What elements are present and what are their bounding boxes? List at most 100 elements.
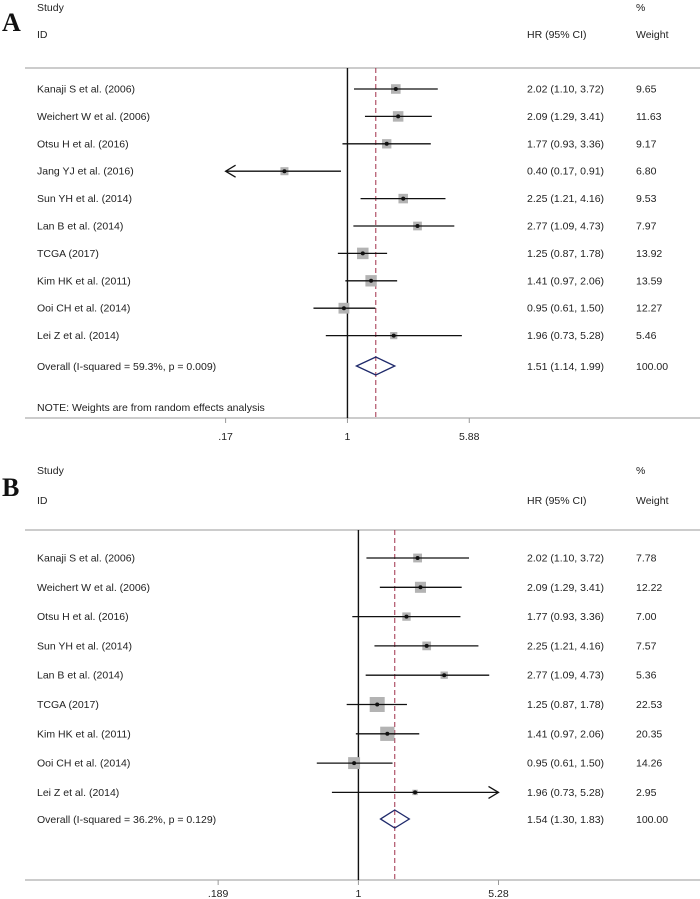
study-label: Lei Z et al. (2014)	[37, 330, 119, 342]
study-ci-text: 2.09 (1.29, 3.41)	[527, 111, 604, 123]
x-tick-label: 1	[345, 431, 351, 443]
study-weight-text: 2.95	[636, 787, 657, 799]
study-point-estimate	[360, 251, 365, 256]
header-hr-ci: HR (95% CI)	[527, 29, 587, 41]
plot-area	[224, 68, 462, 418]
study-ci-text: 1.25 (0.87, 1.78)	[527, 248, 604, 260]
study-weight-text: 12.22	[636, 582, 662, 594]
study-ci-text: 1.96 (0.73, 5.28)	[527, 330, 604, 342]
x-axis-ticks: .189 1 5.28	[208, 880, 509, 899]
study-rows: Kanaji S et al. (2006) 2.02 (1.10, 3.72) 7…	[37, 553, 662, 799]
study-label: Weichert W et al. (2006)	[37, 582, 150, 594]
plot-area	[316, 530, 500, 880]
study-label: Ooi CH et al. (2014)	[37, 303, 130, 315]
study-point-estimate	[375, 702, 380, 707]
overall-label: Overall (I-squared = 59.3%, p = 0.009)	[37, 361, 216, 373]
study-ci-text: 2.77 (1.09, 4.73)	[527, 670, 604, 682]
overall-ci-text: 1.54 (1.30, 1.83)	[527, 814, 604, 826]
study-label: TCGA (2017)	[37, 248, 99, 260]
study-weight-text: 14.26	[636, 758, 662, 770]
study-point-estimate	[282, 169, 287, 174]
study-ci-text: 2.77 (1.09, 4.73)	[527, 221, 604, 233]
overall-diamond	[354, 356, 397, 376]
header-id: ID	[37, 495, 48, 507]
study-point-estimate	[396, 114, 401, 119]
study-ci-text: 1.77 (0.93, 3.36)	[527, 611, 604, 623]
study-point-estimate	[415, 556, 420, 560]
study-label: Lan B et al. (2014)	[37, 221, 123, 233]
study-ci-text: 1.25 (0.87, 1.78)	[527, 699, 604, 711]
study-point-estimate	[404, 614, 409, 619]
study-label: Jang YJ et al. (2016)	[37, 166, 134, 178]
study-weight-text: 7.97	[636, 221, 657, 233]
study-weight-text: 7.78	[636, 553, 657, 565]
study-point-estimate	[384, 141, 389, 146]
study-weight-text: 9.53	[636, 193, 657, 205]
study-ci-text: 0.40 (0.17, 0.91)	[527, 166, 604, 178]
study-label: Kanaji S et al. (2006)	[37, 84, 135, 96]
overall-ci-text: 1.51 (1.14, 1.99)	[527, 361, 604, 373]
study-weight-text: 9.65	[636, 84, 657, 96]
study-ci-text: 2.02 (1.10, 3.72)	[527, 84, 604, 96]
study-point-estimate	[352, 761, 357, 766]
study-ci-text: 1.77 (0.93, 3.36)	[527, 138, 604, 150]
study-weight-text: 5.36	[636, 670, 657, 682]
study-ci-text: 2.09 (1.29, 3.41)	[527, 582, 604, 594]
study-label: Kim HK et al. (2011)	[37, 728, 131, 740]
study-point-estimate	[369, 278, 374, 283]
ci-truncation-arrow	[224, 164, 236, 178]
study-weight-text: 11.63	[636, 111, 662, 123]
overall-weight-text: 100.00	[636, 361, 668, 373]
study-weight-text: 22.53	[636, 699, 662, 711]
study-weight-text: 20.35	[636, 728, 662, 740]
ci-truncation-arrow	[488, 785, 500, 799]
study-label: Sun YH et al. (2014)	[37, 640, 132, 652]
study-ci-text: 0.95 (0.61, 1.50)	[527, 303, 604, 315]
study-ci-text: 2.02 (1.10, 3.72)	[527, 553, 604, 565]
study-point-estimate	[424, 643, 429, 648]
study-weight-text: 13.59	[636, 275, 662, 287]
x-tick-label: 1	[355, 888, 361, 899]
study-weight-text: 6.80	[636, 166, 657, 178]
header-id: ID	[37, 29, 48, 41]
study-label: Lei Z et al. (2014)	[37, 787, 119, 799]
study-point-estimate	[413, 790, 418, 795]
study-weight-text: 12.27	[636, 303, 662, 315]
study-label: Lan B et al. (2014)	[37, 670, 123, 682]
panel-letter-b: B	[2, 473, 19, 502]
study-point-estimate	[385, 731, 390, 736]
header-percent: %	[636, 465, 645, 477]
x-tick-label: 5.88	[459, 431, 480, 443]
study-ci-text: 2.25 (1.21, 4.16)	[527, 640, 604, 652]
study-ci-text: 0.95 (0.61, 1.50)	[527, 758, 604, 770]
study-point-estimate	[418, 585, 423, 590]
x-tick-label: 5.28	[488, 888, 509, 899]
study-label: TCGA (2017)	[37, 699, 99, 711]
header-weight: Weight	[636, 495, 669, 507]
overall-label: Overall (I-squared = 36.2%, p = 0.129)	[37, 814, 216, 826]
forest-plot-panel-b: B Study ID HR (95% CI) % Weight Overall …	[2, 465, 700, 899]
header-hr-ci: HR (95% CI)	[527, 495, 587, 507]
header-percent: %	[636, 2, 645, 14]
study-weight-text: 7.00	[636, 611, 657, 623]
study-label: Ooi CH et al. (2014)	[37, 758, 130, 770]
x-tick-label: .189	[208, 888, 229, 899]
study-ci-text: 1.96 (0.73, 5.28)	[527, 787, 604, 799]
header-weight: Weight	[636, 29, 669, 41]
overall-diamond	[379, 809, 411, 829]
study-point-estimate	[442, 673, 447, 678]
study-weight-text: 5.46	[636, 330, 657, 342]
header-study: Study	[37, 2, 65, 14]
study-label: Weichert W et al. (2006)	[37, 111, 150, 123]
x-axis-ticks: .17 1 5.88	[218, 418, 480, 443]
study-ci-text: 2.25 (1.21, 4.16)	[527, 193, 604, 205]
header-study: Study	[37, 465, 65, 477]
overall-weight-text: 100.00	[636, 814, 668, 826]
study-label: Otsu H et al. (2016)	[37, 138, 129, 150]
study-ci-text: 1.41 (0.97, 2.06)	[527, 728, 604, 740]
forest-plot-panel-a: A Study ID HR (95% CI) % Weight NOTE: We…	[2, 2, 700, 443]
study-point-estimate	[341, 306, 346, 311]
study-ci-text: 1.41 (0.97, 2.06)	[527, 275, 604, 287]
study-point-estimate	[391, 333, 396, 338]
